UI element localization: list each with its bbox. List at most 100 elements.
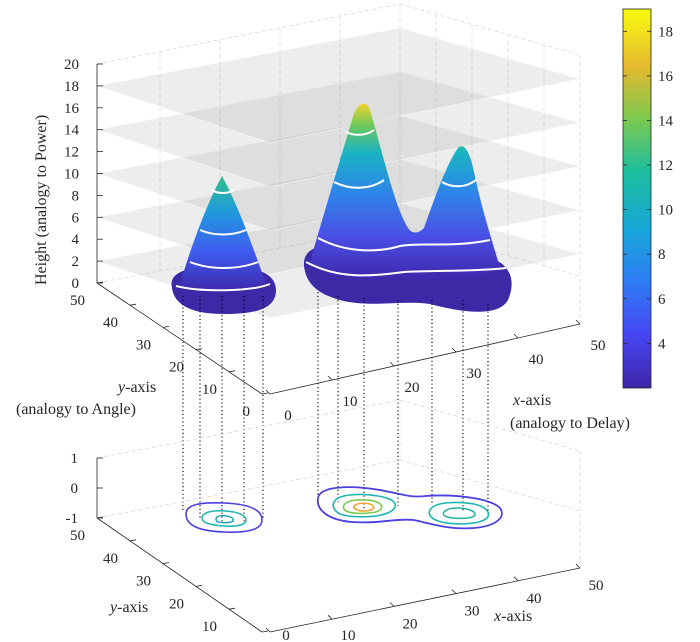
surface-contour-5 — [305, 261, 507, 277]
upper-x-ticks: 0 10 20 30 40 50 — [265, 319, 606, 424]
lower-y-tick-mark — [96, 516, 104, 519]
contour-left-mid — [201, 510, 247, 527]
colorbar-tick-label: 14 — [658, 113, 674, 129]
x-tick-mark — [513, 333, 519, 339]
drop-lines — [182, 292, 489, 522]
lower-back-grid — [96, 399, 581, 568]
colorbar-tick-label: 10 — [658, 203, 673, 219]
colorbar-tick-label: 4 — [658, 336, 666, 352]
x-tick-mark — [575, 319, 581, 325]
contour-left-inner — [215, 514, 234, 524]
contour-right2-mid — [428, 501, 490, 525]
surface-contour-2 — [189, 261, 259, 269]
lower-z-ticks: -1 0 1 — [66, 451, 103, 527]
x-tick-label: 50 — [591, 338, 606, 354]
lower-z-tick-label: 0 — [71, 481, 79, 497]
lower-x-tick-label: 10 — [341, 628, 356, 642]
lower-x-tick-mark — [575, 563, 581, 569]
surface-contour-1 — [175, 283, 271, 292]
colorbar: 4 6 8 10 12 14 16 18 — [622, 8, 674, 389]
lower-x-tick-label: 50 — [589, 578, 604, 594]
lower-y-tick-label: 30 — [136, 574, 151, 590]
x-tick-mark — [451, 347, 457, 353]
lower-x-tick-mark — [389, 602, 395, 607]
contour-right-mid2 — [342, 499, 383, 515]
lower-y-tick-mark — [261, 630, 269, 633]
upper-axes: 0 2 4 6 8 10 12 14 16 18 20 0 10 20 30 40 50 0 10 20 30 40 5… — [16, 3, 630, 432]
lower-y-tick-mark — [228, 607, 236, 610]
slice-plane — [95, 27, 581, 144]
x-tick-label: 20 — [405, 380, 420, 396]
y-tick-label: 30 — [136, 337, 151, 353]
surface-contour-9 — [345, 129, 375, 136]
upper-y-axis-sublabel: (analogy to Angle) — [16, 401, 136, 418]
lower-axes: -1 0 1 0 10 20 30 40 50 0 10 20 30 40 50 y-axis x-ax… — [66, 399, 604, 642]
lower-x-tick-mark — [451, 589, 457, 594]
lower-y-tick-label: 10 — [202, 619, 217, 635]
x-tick-mark — [327, 375, 333, 381]
y-tick-mark — [195, 348, 203, 350]
y-tick-mark — [96, 281, 104, 284]
surface-contour-6 — [317, 237, 491, 252]
lower-z-tick-label: -1 — [66, 511, 79, 527]
upper-y-axis-label: y-axis — [116, 379, 156, 396]
z-tick-label: 12 — [64, 145, 79, 161]
surface-contour-4 — [211, 189, 235, 194]
lower-y-tick-label: 40 — [103, 551, 118, 567]
y-tick-mark — [228, 370, 236, 373]
z-tick-label: 0 — [72, 276, 80, 292]
z-axis-label: Height (analogy to Power) — [33, 115, 50, 285]
upper-x-axis-sublabel: (analogy to Delay) — [510, 415, 630, 432]
x-tick-mark — [389, 361, 395, 367]
surface-contour-8 — [441, 179, 477, 188]
z-tick-label: 14 — [64, 123, 80, 139]
upper-y-ticks: 0 10 20 30 40 50 — [70, 281, 269, 420]
upper-x-axis-label: x-axis — [512, 392, 551, 409]
z-tick-label: 2 — [72, 254, 80, 270]
lower-x-axis-label: x-axis — [493, 608, 532, 625]
slice-plane — [95, 71, 581, 188]
lower-x-tick-label: 40 — [527, 591, 542, 607]
colorbar-ticks: 4 6 8 10 12 14 16 18 — [623, 24, 674, 352]
lower-y-tick-mark — [129, 539, 137, 542]
y-tick-label: 20 — [169, 360, 184, 376]
z-tick-label: 18 — [64, 79, 79, 95]
lower-x-tick-label: 20 — [403, 616, 418, 632]
y-tick-mark — [129, 303, 137, 306]
lower-y-tick-mark — [195, 585, 203, 587]
contours — [185, 486, 503, 533]
lower-x-tick-label: 30 — [465, 604, 480, 620]
x-tick-mark — [265, 389, 271, 395]
lower-y-axis-label: y-axis — [108, 599, 148, 616]
lower-x-ticks: 0 10 20 30 40 50 — [265, 563, 604, 642]
contour-right-mid1 — [332, 493, 397, 518]
x-tick-label: 40 — [529, 352, 544, 368]
y-tick-mark — [261, 392, 269, 395]
contour-left-outer — [185, 501, 263, 533]
lower-x-tick-mark — [327, 614, 333, 620]
surface-contour-7 — [333, 179, 385, 189]
colorbar-tick-label: 12 — [658, 158, 673, 174]
lower-y-tick-label: 50 — [70, 528, 85, 544]
lower-y-tick-label: 20 — [169, 596, 184, 612]
lower-y-tick-mark — [162, 562, 170, 564]
y-tick-label: 40 — [103, 315, 118, 331]
y-tick-label: 0 — [243, 404, 251, 420]
z-tick-label: 4 — [72, 232, 80, 248]
colorbar-tick-label: 16 — [658, 69, 674, 85]
y-tick-mark — [162, 326, 170, 328]
colorbar-tick-label: 6 — [658, 292, 666, 308]
x-tick-label: 10 — [343, 394, 358, 410]
upper-z-ticks: 0 2 4 6 8 10 12 14 16 18 20 — [64, 57, 103, 292]
contour-right-inner — [353, 502, 375, 512]
contour-right2-inner — [442, 507, 476, 520]
surface-contour-3 — [199, 229, 247, 236]
z-tick-label: 8 — [72, 188, 80, 204]
surface — [171, 103, 512, 314]
lower-x-tick-mark — [265, 627, 271, 633]
x-tick-label: 0 — [284, 408, 292, 424]
x-tick-label: 30 — [467, 366, 482, 382]
y-tick-label: 10 — [202, 382, 217, 398]
